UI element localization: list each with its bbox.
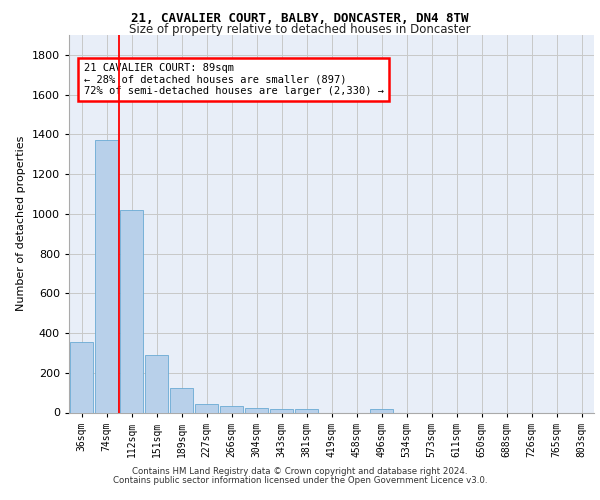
Text: 21 CAVALIER COURT: 89sqm
← 28% of detached houses are smaller (897)
72% of semi-: 21 CAVALIER COURT: 89sqm ← 28% of detach… bbox=[83, 63, 383, 96]
Bar bbox=[70, 342, 93, 412]
Bar bbox=[195, 404, 218, 412]
Text: Contains HM Land Registry data © Crown copyright and database right 2024.: Contains HM Land Registry data © Crown c… bbox=[132, 467, 468, 476]
Bar bbox=[120, 210, 143, 412]
Text: 21, CAVALIER COURT, BALBY, DONCASTER, DN4 8TW: 21, CAVALIER COURT, BALBY, DONCASTER, DN… bbox=[131, 12, 469, 26]
Bar bbox=[245, 408, 268, 412]
Y-axis label: Number of detached properties: Number of detached properties bbox=[16, 136, 26, 312]
Bar bbox=[220, 406, 243, 412]
Bar bbox=[95, 140, 118, 412]
Text: Contains public sector information licensed under the Open Government Licence v3: Contains public sector information licen… bbox=[113, 476, 487, 485]
Bar bbox=[145, 355, 168, 412]
Bar bbox=[270, 408, 293, 412]
Bar bbox=[295, 409, 318, 412]
Text: Size of property relative to detached houses in Doncaster: Size of property relative to detached ho… bbox=[129, 22, 471, 36]
Bar bbox=[170, 388, 193, 412]
Bar bbox=[370, 408, 393, 412]
